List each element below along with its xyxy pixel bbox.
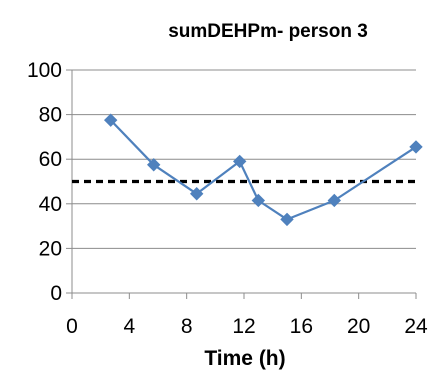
x-tick-label-4: 4 [123, 315, 135, 338]
x-tick-label-20: 20 [347, 315, 370, 338]
chart-title: sumDEHPm- person 3 [168, 21, 368, 42]
data-point-5 [281, 213, 293, 225]
series-layer [105, 114, 422, 225]
x-tick-label-12: 12 [232, 315, 255, 338]
y-tick-label-20: 20 [39, 237, 62, 260]
x-tick-label-16: 16 [290, 315, 313, 338]
x-axis-title: Time (h) [204, 347, 285, 370]
data-point-7 [410, 141, 422, 153]
tick-labels: 0 20 40 60 80 100 0 4 8 12 16 20 24 [27, 59, 428, 338]
x-tick-label-0: 0 [66, 315, 78, 338]
data-point-6 [328, 194, 340, 206]
x-tick-label-8: 8 [181, 315, 193, 338]
y-tick-label-100: 100 [27, 59, 62, 82]
y-tick-label-40: 40 [39, 193, 62, 216]
axes [66, 70, 416, 299]
data-point-4 [252, 194, 264, 206]
y-tick-label-0: 0 [50, 282, 62, 305]
series-line-0 [111, 120, 416, 219]
y-tick-label-80: 80 [39, 104, 62, 127]
y-tick-label-60: 60 [39, 148, 62, 171]
x-tick-label-24: 24 [404, 315, 428, 338]
